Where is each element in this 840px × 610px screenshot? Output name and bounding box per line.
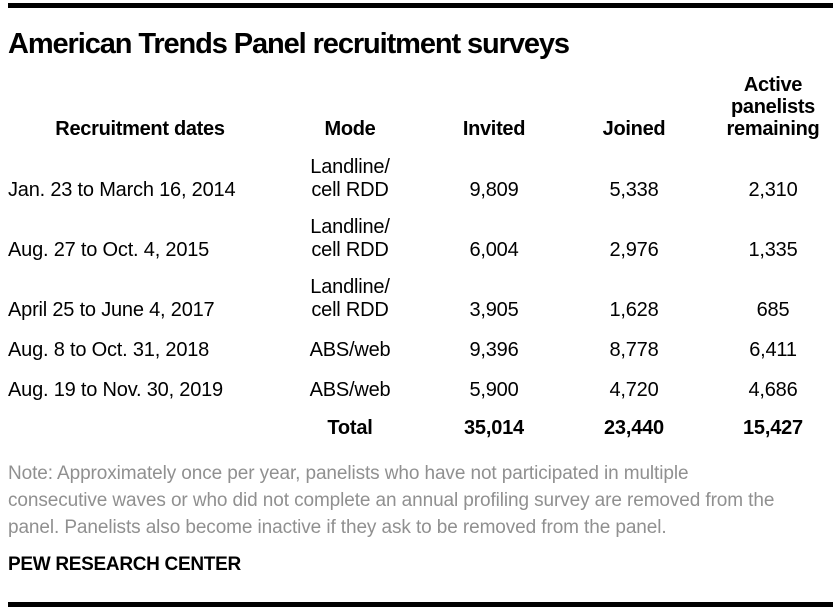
table-row: Aug. 8 to Oct. 31, 2018 ABS/web 9,396 8,… <box>8 322 838 362</box>
invited-cell: 9,396 <box>469 339 519 361</box>
note-text: Note: Approximately once per year, panel… <box>8 463 775 538</box>
recruitment-surveys-table: Recruitment dates Mode Invited Joined Ac… <box>8 72 838 440</box>
invited-cell: 9,809 <box>469 179 519 201</box>
column-header-joined: Joined <box>602 118 666 140</box>
table-row: Aug. 27 to Oct. 4, 2015 Landline/ cell R… <box>8 202 838 262</box>
total-invited-cell: 35,014 <box>464 417 524 439</box>
invited-cell: 3,905 <box>469 299 519 321</box>
joined-cell: 5,338 <box>609 179 659 201</box>
active-remaining-cell: 4,686 <box>748 379 798 401</box>
table-row: Jan. 23 to March 16, 2014 Landline/ cell… <box>8 142 838 202</box>
source-label: PEW RESEARCH CENTER <box>8 554 241 575</box>
recruitment-dates-cell: Jan. 23 to March 16, 2014 <box>8 179 236 201</box>
mode-cell: Landline/ cell RDD <box>310 216 390 261</box>
active-remaining-cell: 6,411 <box>749 339 797 361</box>
chart-title: American Trends Panel recruitment survey… <box>8 28 570 60</box>
empty-cell <box>8 402 272 440</box>
joined-cell: 1,628 <box>609 299 659 321</box>
bottom-rule <box>8 602 833 607</box>
column-header-recruitment-dates: Recruitment dates <box>55 118 225 140</box>
mode-cell: ABS/web <box>309 379 391 401</box>
recruitment-dates-cell: Aug. 8 to Oct. 31, 2018 <box>8 339 210 361</box>
invited-cell: 5,900 <box>469 379 519 401</box>
recruitment-dates-cell: Aug. 19 to Nov. 30, 2019 <box>8 379 223 401</box>
column-header-active-panelists-remaining: Active panelists remaining <box>726 74 820 140</box>
mode-cell: ABS/web <box>309 339 391 361</box>
table-total-row: Total 35,014 23,440 15,427 <box>8 402 838 440</box>
recruitment-dates-cell: Aug. 27 to Oct. 4, 2015 <box>8 239 210 261</box>
table-row: Aug. 19 to Nov. 30, 2019 ABS/web 5,900 4… <box>8 362 838 402</box>
active-remaining-cell: 685 <box>756 299 790 321</box>
active-remaining-cell: 2,310 <box>748 179 798 201</box>
joined-cell: 8,778 <box>609 339 659 361</box>
active-remaining-cell: 1,335 <box>748 239 798 261</box>
table-row: April 25 to June 4, 2017 Landline/ cell … <box>8 262 838 322</box>
column-header-invited: Invited <box>462 118 526 140</box>
mode-cell: Landline/ cell RDD <box>310 276 390 321</box>
mode-cell: Landline/ cell RDD <box>310 156 390 201</box>
top-rule <box>8 3 833 8</box>
column-header-mode: Mode <box>324 118 376 140</box>
table-header-row: Recruitment dates Mode Invited Joined Ac… <box>8 72 838 142</box>
joined-cell: 4,720 <box>609 379 659 401</box>
total-joined-cell: 23,440 <box>604 417 664 439</box>
recruitment-dates-cell: April 25 to June 4, 2017 <box>8 299 215 321</box>
total-active-remaining-cell: 15,427 <box>743 417 803 439</box>
total-label-cell: Total <box>327 417 373 439</box>
joined-cell: 2,976 <box>609 239 659 261</box>
invited-cell: 6,004 <box>469 239 519 261</box>
